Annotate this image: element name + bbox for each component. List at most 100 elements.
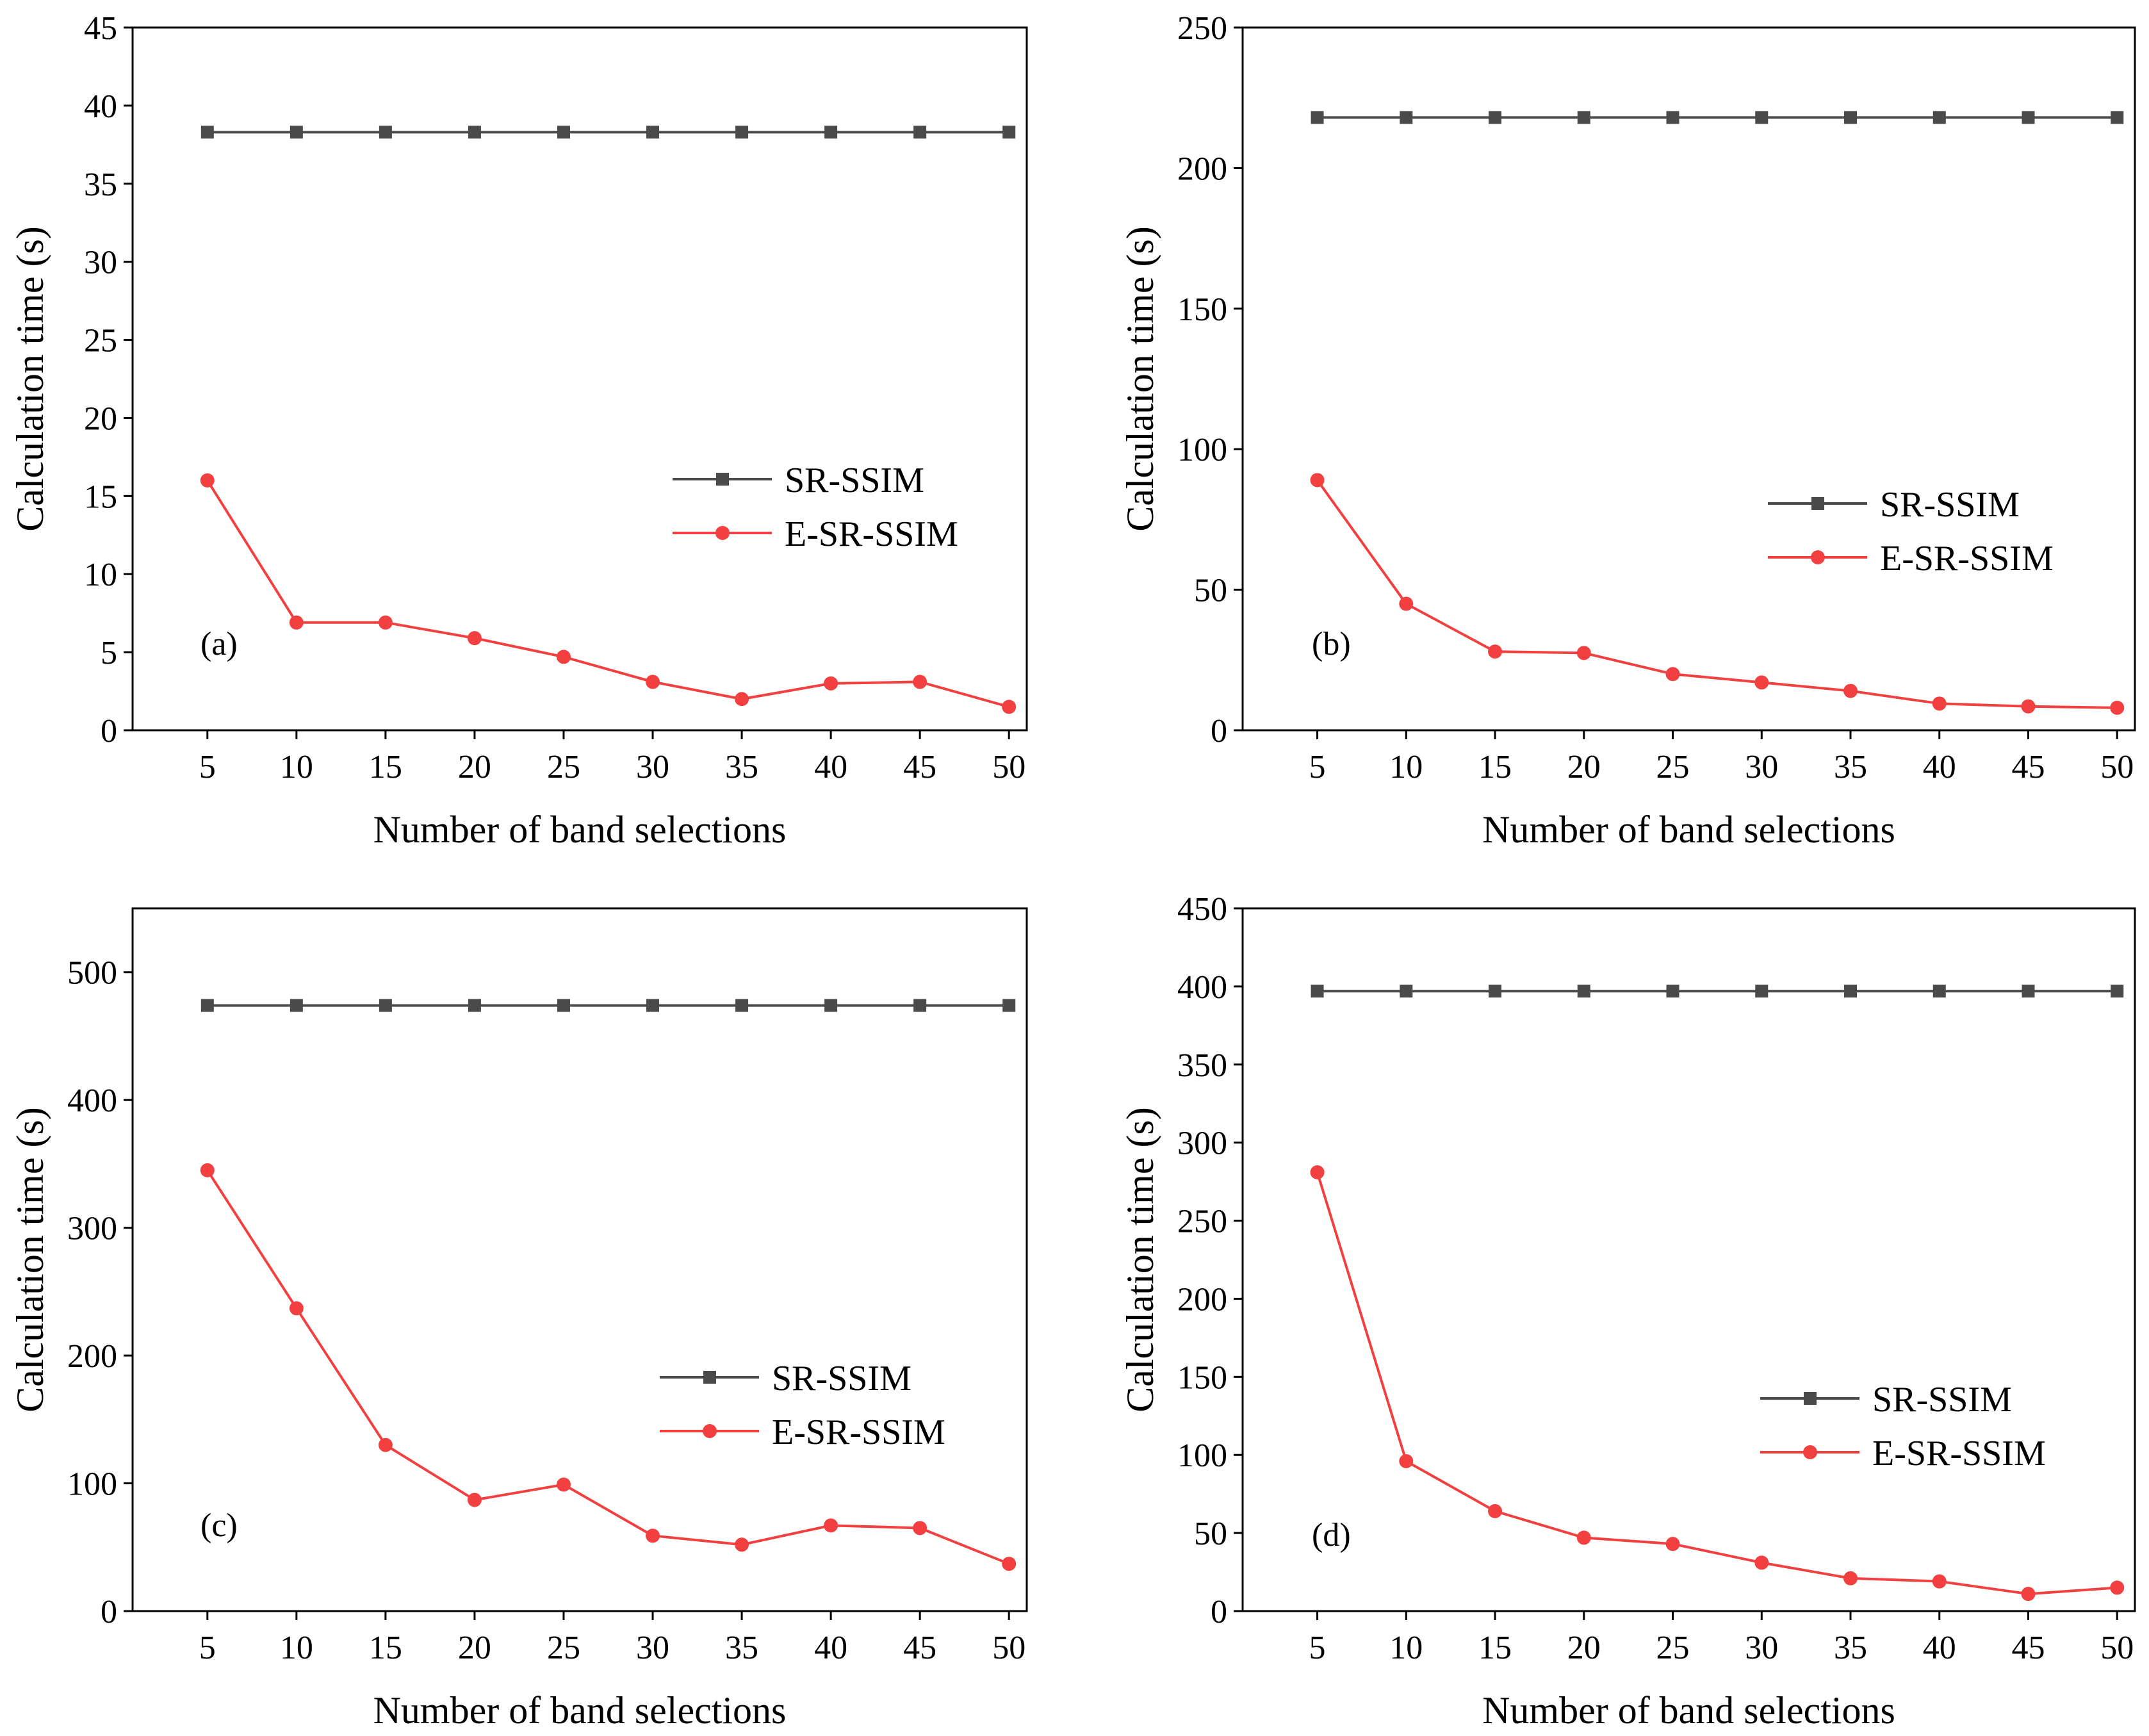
data-point-e-sr-ssim [556,1477,571,1492]
x-tick-label: 20 [1567,1630,1601,1666]
data-point-sr-ssim [200,999,214,1012]
y-axis-title: Calculation time (s) [9,226,51,532]
data-point-e-sr-ssim [1310,1165,1325,1179]
data-point-e-sr-ssim [913,1521,927,1535]
data-point-sr-ssim [1932,111,1946,124]
legend-marker-sr-ssim [703,1371,716,1384]
y-tick-label: 35 [84,167,117,203]
panel-tag: (a) [200,626,238,662]
y-tick-label: 150 [1177,1359,1227,1396]
x-tick-label: 50 [2100,1630,2134,1666]
y-tick-label: 250 [1177,1204,1227,1240]
legend-marker-sr-ssim [1804,1392,1817,1405]
x-tick-label: 35 [1834,749,1867,785]
y-axis-title: Calculation time (s) [9,1107,51,1413]
data-point-sr-ssim [557,126,570,139]
data-point-sr-ssim [2022,985,2035,998]
y-tick-label: 20 [84,400,117,437]
data-point-e-sr-ssim [378,615,393,630]
y-tick-label: 400 [67,1083,117,1119]
data-point-e-sr-ssim [1843,1571,1858,1585]
data-point-sr-ssim [824,126,838,139]
y-tick-label: 0 [101,1594,117,1630]
y-tick-label: 100 [1177,432,1227,468]
x-tick-label: 10 [280,1630,313,1666]
legend-label: E-SR-SSIM [1880,539,2054,578]
x-tick-label: 45 [903,1630,936,1666]
data-point-e-sr-ssim [1002,1557,1017,1571]
y-axis-title: Calculation time (s) [1119,226,1161,532]
data-point-sr-ssim [1002,999,1016,1012]
data-point-e-sr-ssim [913,675,927,689]
legend-marker-e-sr-ssim [1811,550,1825,564]
panel-tag: (d) [1312,1517,1351,1553]
x-axis-title: Number of band selections [373,808,787,851]
x-tick-label: 50 [992,1630,1025,1666]
x-tick-label: 25 [547,1630,580,1666]
x-tick-label: 5 [199,749,216,785]
x-tick-label: 10 [1389,1630,1423,1666]
x-tick-label: 10 [280,749,313,785]
data-point-sr-ssim [557,999,570,1012]
x-tick-label: 35 [725,1630,758,1666]
data-point-e-sr-ssim [1399,596,1414,611]
x-tick-label: 35 [1834,1630,1867,1666]
x-axis-title: Number of band selections [1482,808,1895,851]
x-tick-label: 30 [636,1630,669,1666]
data-point-e-sr-ssim [200,1163,215,1177]
plot-frame [131,26,1028,732]
y-tick-label: 40 [84,88,117,125]
data-point-sr-ssim [1755,985,1769,998]
x-tick-label: 25 [1656,1630,1690,1666]
legend-label: SR-SSIM [772,1359,911,1398]
y-tick-label: 350 [1177,1047,1227,1084]
data-point-sr-ssim [200,126,214,139]
data-point-e-sr-ssim [378,1437,393,1452]
data-point-e-sr-ssim [467,631,482,646]
y-tick-label: 200 [1177,151,1227,187]
data-point-sr-ssim [2022,111,2035,124]
data-point-sr-ssim [290,126,303,139]
data-point-sr-ssim [1577,111,1590,124]
x-tick-label: 45 [2012,749,2045,785]
legend-marker-sr-ssim [1811,497,1824,510]
data-point-sr-ssim [379,126,392,139]
legend-marker-e-sr-ssim [703,1424,717,1438]
data-point-e-sr-ssim [556,650,571,664]
data-point-e-sr-ssim [289,615,304,630]
data-point-e-sr-ssim [1310,473,1325,487]
x-tick-label: 20 [458,749,491,785]
data-point-e-sr-ssim [646,1528,660,1543]
x-tick-label: 15 [369,749,402,785]
data-point-sr-ssim [1666,111,1679,124]
data-point-e-sr-ssim [1665,1537,1680,1552]
x-tick-label: 15 [369,1630,402,1666]
y-tick-label: 500 [67,955,117,992]
x-tick-label: 40 [1923,1630,1956,1666]
data-point-sr-ssim [735,126,749,139]
legend-label: SR-SSIM [785,461,924,500]
data-point-e-sr-ssim [735,1537,749,1552]
data-point-sr-ssim [913,126,927,139]
data-point-sr-ssim [290,999,303,1012]
y-tick-label: 10 [84,557,117,593]
y-axis-title: Calculation time (s) [1119,1107,1161,1413]
legend-marker-sr-ssim [716,473,729,486]
y-tick-label: 150 [1177,291,1227,328]
data-point-e-sr-ssim [1576,1530,1591,1545]
x-tick-label: 20 [458,1630,491,1666]
data-point-sr-ssim [646,126,660,139]
data-point-e-sr-ssim [1754,1555,1769,1570]
data-point-e-sr-ssim [467,1493,482,1507]
panel-tag: (c) [200,1507,238,1544]
data-point-e-sr-ssim [1488,1503,1503,1518]
x-tick-label: 5 [1309,749,1326,785]
data-point-sr-ssim [1400,111,1413,124]
data-point-sr-ssim [1311,111,1324,124]
data-point-e-sr-ssim [289,1301,304,1316]
x-tick-label: 5 [199,1630,216,1666]
y-tick-label: 400 [1177,969,1227,1006]
x-tick-label: 35 [725,749,758,785]
